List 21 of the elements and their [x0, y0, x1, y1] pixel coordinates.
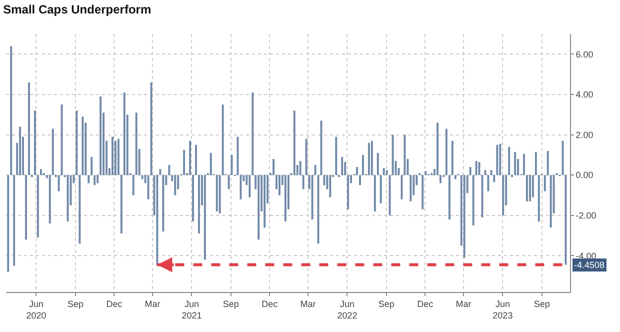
chart-title: Small Caps Underperform [3, 2, 152, 16]
y-tick-label: 6.00 [576, 49, 594, 60]
y-tick-label: 0.00 [576, 170, 594, 180]
x-tick-label: Jun 2021 [182, 298, 202, 320]
x-tick-label: Jun 2022 [337, 298, 358, 320]
x-tick-label: Mar [300, 298, 316, 309]
x-tick-label: Jun 2023 [492, 298, 513, 320]
x-tick-label: Sep [67, 298, 84, 309]
y-tick-label: 4.00 [576, 90, 594, 100]
x-tick-label: Mar [456, 298, 472, 309]
x-tick-label: Sep [534, 298, 550, 309]
x-tick-label: Mar [144, 298, 160, 309]
y-tick-label: -2.00 [576, 210, 596, 221]
x-tick-label: Sep [222, 298, 239, 309]
ref-line-label: -4.4508 [574, 260, 605, 270]
x-tick-label: Jun 2020 [26, 298, 46, 320]
x-tick-label: Dec [106, 298, 123, 309]
x-tick-label: Dec [262, 298, 278, 309]
x-tick-label: Sep [378, 298, 394, 309]
x-tick-label: Dec [417, 298, 434, 309]
y-tick-label: 2.00 [576, 130, 594, 140]
